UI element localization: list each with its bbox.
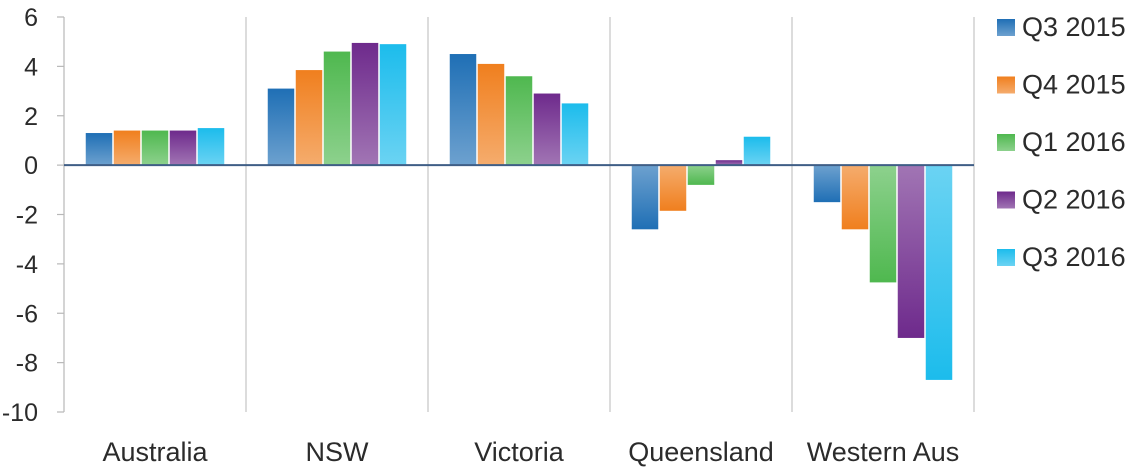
legend-swatch-q4-2015 [997,76,1015,94]
bar-queensland-q3-2015 [631,165,659,230]
legend-swatch-q3-2016 [997,249,1015,266]
bar-victoria-q3-2015 [449,54,477,166]
bar-victoria-q1-2016 [505,76,533,166]
bar-australia-q3-2015 [85,133,113,166]
x-tick-label-victoria: Victoria [474,437,565,467]
bar-victoria-q2-2016 [533,93,561,166]
bar-western-aus-q1-2016 [869,165,897,283]
bar-victoria-q3-2016 [561,103,589,166]
bar-australia-q4-2015 [113,130,141,166]
bar-western-aus-q2-2016 [897,165,925,338]
x-tick-label-western-aus: Western Aus [807,437,960,467]
legend-label-q1-2016: Q1 2016 [1022,127,1126,157]
y-tick-label: 4 [24,53,38,81]
bar-nsw-q3-2015 [267,88,295,166]
bar-western-aus-q3-2015 [813,165,841,203]
x-tick-label-australia: Australia [102,437,208,467]
y-tick-label: 0 [24,152,38,180]
x-tick-label-queensland: Queensland [628,437,774,467]
y-tick-label: -2 [16,202,38,230]
legend-swatch-q1-2016 [997,134,1015,151]
bar-australia-q1-2016 [141,130,169,166]
y-tick-label: 2 [24,103,38,131]
x-tick-label-nsw: NSW [306,437,370,467]
bar-western-aus-q3-2016 [925,165,953,380]
legend-swatch-q3-2015 [997,19,1015,36]
bar-nsw-q3-2016 [379,44,407,166]
y-tick-label: -8 [16,350,38,378]
y-tick-label: 6 [24,4,38,32]
legend: Q3 2015 Q4 2015 Q1 2016 Q2 2016 Q3 2016 [997,12,1126,272]
bar-australia-q2-2016 [169,130,197,166]
bar-nsw-q2-2016 [351,42,379,166]
bar-victoria-q4-2015 [477,63,505,166]
category-separators [245,17,975,412]
bar-queensland-q3-2016 [743,136,771,166]
x-axis-labels: Australia NSW Victoria Queensland Western Au… [102,437,959,467]
y-tick-label: -6 [16,300,38,328]
bars [85,42,953,380]
y-tick-label: -10 [2,399,38,427]
bar-western-aus-q4-2015 [841,165,869,230]
y-axis: 6 4 2 0 -2 -4 -6 -8 -10 [2,4,65,427]
bar-queensland-q1-2016 [687,165,715,185]
y-tick-label: -4 [16,251,38,279]
bar-queensland-q2-2016 [715,160,743,166]
bar-australia-q3-2016 [197,128,225,166]
legend-swatch-q2-2016 [997,191,1015,209]
legend-label-q4-2015: Q4 2015 [1022,70,1126,100]
legend-label-q2-2016: Q2 2016 [1022,185,1126,215]
legend-label-q3-2015: Q3 2015 [1022,12,1126,42]
legend-label-q3-2016: Q3 2016 [1022,242,1126,272]
bar-queensland-q4-2015 [659,165,687,211]
bar-nsw-q1-2016 [323,51,351,166]
bar-nsw-q4-2015 [295,70,323,166]
